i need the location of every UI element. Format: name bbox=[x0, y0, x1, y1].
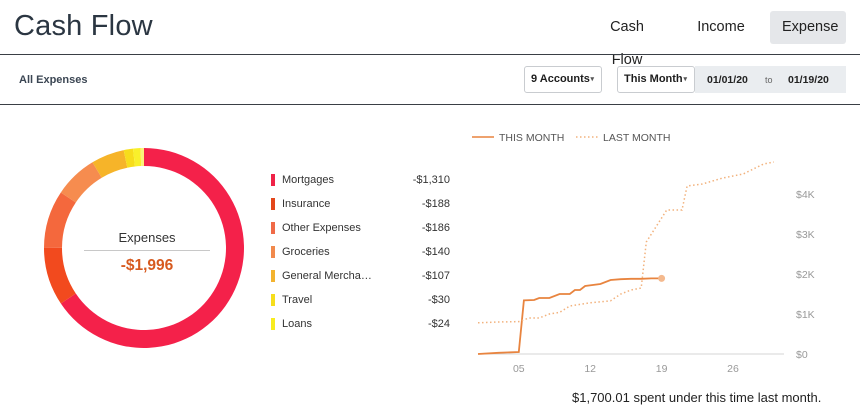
legend-category-amount: -$1,310 bbox=[412, 174, 450, 186]
legend-swatch bbox=[271, 174, 275, 186]
expense-donut-chart bbox=[44, 148, 245, 348]
donut-segment-7[interactable] bbox=[140, 148, 144, 167]
expense-legend: Mortgages -$1,310 Insurance -$188 Other Expe… bbox=[270, 172, 450, 348]
donut-svg bbox=[44, 148, 245, 348]
legend-item[interactable]: Other Expenses -$186 bbox=[270, 220, 450, 236]
chevron-down-icon: ▾ bbox=[683, 76, 687, 83]
accounts-dropdown[interactable]: 9 Accounts ▾ bbox=[524, 66, 602, 93]
legend-category-name: Insurance bbox=[282, 198, 331, 210]
donut-segment-1[interactable] bbox=[44, 247, 76, 304]
y-tick-label: $1K bbox=[796, 309, 815, 321]
donut-center-divider bbox=[84, 250, 210, 251]
legend-swatch bbox=[271, 246, 275, 258]
filter-divider bbox=[0, 104, 860, 105]
spending-line-chart: THIS MONTH LAST MONTH $0 $1K $2K $3K $4K 05 12 19… bbox=[464, 122, 860, 384]
legend-swatch bbox=[271, 198, 275, 210]
date-range-separator: to bbox=[765, 75, 773, 85]
y-tick-label: $0 bbox=[796, 349, 808, 361]
legend-category-amount: -$107 bbox=[421, 270, 450, 282]
legend-category-amount: -$140 bbox=[421, 246, 450, 258]
section-label: All Expenses bbox=[19, 74, 88, 86]
legend-category-name: Groceries bbox=[282, 246, 330, 258]
legend-category-name: Other Expenses bbox=[282, 222, 361, 234]
legend-category-amount: -$24 bbox=[427, 318, 450, 330]
legend-swatch bbox=[271, 294, 275, 306]
donut-segment-5[interactable] bbox=[123, 148, 135, 168]
page-title: Cash Flow bbox=[14, 10, 153, 42]
current-point-marker[interactable] bbox=[658, 274, 666, 282]
x-tick-label: 26 bbox=[727, 363, 739, 375]
legend-item[interactable]: Insurance -$188 bbox=[270, 196, 450, 212]
legend-category-name: General Mercha… bbox=[282, 270, 372, 282]
legend-swatch bbox=[271, 270, 275, 282]
date-from-field[interactable]: 01/01/20 bbox=[707, 74, 748, 86]
legend-swatch bbox=[271, 222, 275, 234]
legend-item[interactable]: Groceries -$140 bbox=[270, 244, 450, 260]
accounts-dropdown-label: 9 Accounts bbox=[531, 73, 590, 85]
donut-segment-2[interactable] bbox=[44, 192, 76, 248]
donut-segment-3[interactable] bbox=[60, 162, 102, 203]
y-tick-label: $3K bbox=[796, 229, 815, 241]
tab-income[interactable]: Income bbox=[697, 19, 745, 35]
tab-cash-flow[interactable]: Cash Flow bbox=[610, 19, 644, 68]
date-range: 01/01/20 to 01/19/20 bbox=[695, 66, 846, 93]
legend-category-amount: -$186 bbox=[421, 222, 450, 234]
legend-category-name: Mortgages bbox=[282, 174, 334, 186]
tab-expense[interactable]: Expense bbox=[770, 11, 846, 44]
period-dropdown-label: This Month bbox=[624, 73, 683, 85]
y-tick-label: $2K bbox=[796, 269, 815, 281]
series-line-this-month bbox=[477, 277, 662, 355]
legend-item[interactable]: General Mercha… -$107 bbox=[270, 268, 450, 284]
comparison-summary: $1,700.01 spent under this time last mon… bbox=[572, 390, 822, 405]
legend-category-name: Loans bbox=[282, 318, 312, 330]
legend-swatch bbox=[271, 318, 275, 330]
series-line-last-month bbox=[477, 161, 774, 324]
donut-segment-4[interactable] bbox=[92, 150, 128, 178]
x-tick-label: 05 bbox=[513, 363, 525, 375]
chart-legend-label-1: LAST MONTH bbox=[603, 132, 670, 144]
donut-total-amount: -$1,996 bbox=[120, 257, 174, 274]
legend-item[interactable]: Loans -$24 bbox=[270, 316, 450, 332]
chevron-down-icon: ▾ bbox=[590, 76, 594, 83]
legend-item[interactable]: Travel -$30 bbox=[270, 292, 450, 308]
period-dropdown[interactable]: This Month ▾ bbox=[617, 66, 695, 93]
legend-category-amount: -$30 bbox=[427, 294, 450, 306]
date-to-field[interactable]: 01/19/20 bbox=[788, 74, 829, 86]
legend-category-amount: -$188 bbox=[421, 198, 450, 210]
line-chart-svg: THIS MONTH LAST MONTH $0 $1K $2K $3K $4K 05 12 19… bbox=[472, 132, 815, 375]
donut-center-label: Expenses bbox=[118, 230, 176, 245]
donut-segment-6[interactable] bbox=[133, 148, 142, 167]
x-tick-label: 19 bbox=[656, 363, 668, 375]
chart-legend-label-0: THIS MONTH bbox=[499, 132, 564, 144]
y-tick-label: $4K bbox=[796, 189, 815, 201]
legend-item[interactable]: Mortgages -$1,310 bbox=[270, 172, 450, 188]
header-divider bbox=[0, 54, 860, 55]
legend-category-name: Travel bbox=[282, 294, 313, 306]
x-tick-label: 12 bbox=[584, 363, 596, 375]
